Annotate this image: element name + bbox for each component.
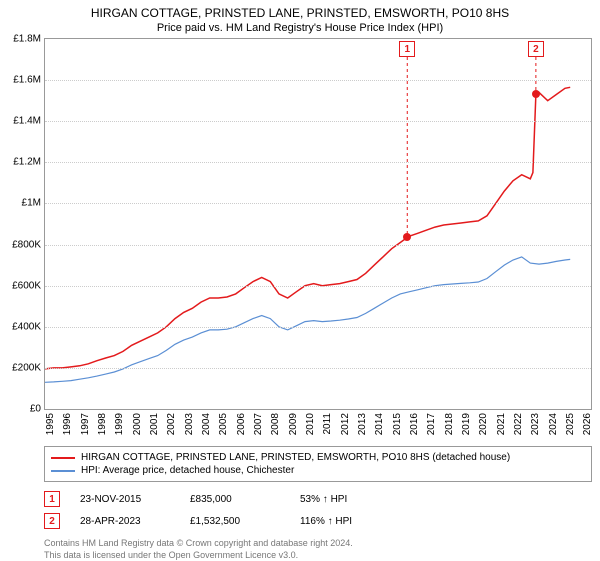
x-tick-label: 2021 [496, 413, 507, 435]
legend-row: HPI: Average price, detached house, Chic… [51, 464, 585, 477]
annotation-date: 28-APR-2023 [80, 516, 170, 527]
y-tick-label: £1.2M [1, 157, 41, 168]
annotation-hpi: 53% ↑ HPI [300, 494, 390, 505]
x-tick-label: 2007 [253, 413, 264, 435]
gridline [45, 286, 591, 287]
sale-marker-dot [532, 90, 540, 98]
sale-annotations: 1 23-NOV-2015 £835,000 53% ↑ HPI 2 28-APR-202… [44, 488, 592, 532]
x-tick-label: 2009 [288, 413, 299, 435]
x-tick-label: 2008 [270, 413, 281, 435]
legend-label: HIRGAN COTTAGE, PRINSTED LANE, PRINSTED,… [81, 452, 510, 463]
y-tick-label: £800K [1, 239, 41, 250]
x-tick-label: 2018 [444, 413, 455, 435]
x-tick-label: 1996 [62, 413, 73, 435]
annotation-row: 1 23-NOV-2015 £835,000 53% ↑ HPI [44, 488, 592, 510]
x-tick-label: 2014 [374, 413, 385, 435]
y-tick-label: £1.6M [1, 75, 41, 86]
gridline [45, 203, 591, 204]
annotation-date: 23-NOV-2015 [80, 494, 170, 505]
x-tick-label: 2001 [149, 413, 160, 435]
legend-row: HIRGAN COTTAGE, PRINSTED LANE, PRINSTED,… [51, 451, 585, 464]
x-tick-label: 2026 [582, 413, 593, 435]
footer: Contains HM Land Registry data © Crown c… [44, 538, 592, 561]
page-title: HIRGAN COTTAGE, PRINSTED LANE, PRINSTED,… [0, 0, 600, 20]
chart-svg [45, 39, 591, 409]
footer-line-1: Contains HM Land Registry data © Crown c… [44, 538, 592, 550]
x-tick-label: 2025 [565, 413, 576, 435]
x-tick-label: 2017 [426, 413, 437, 435]
legend-label: HPI: Average price, detached house, Chic… [81, 465, 294, 476]
annotation-number-box: 2 [44, 513, 60, 529]
annotation-hpi: 116% ↑ HPI [300, 516, 390, 527]
x-tick-label: 2010 [305, 413, 316, 435]
x-tick-label: 2016 [409, 413, 420, 435]
sale-marker-box: 2 [528, 41, 544, 57]
y-tick-label: £1.4M [1, 116, 41, 127]
x-tick-label: 2022 [513, 413, 524, 435]
y-tick-label: £600K [1, 280, 41, 291]
y-tick-label: £400K [1, 321, 41, 332]
x-tick-label: 2004 [201, 413, 212, 435]
x-tick-label: 2011 [322, 413, 333, 435]
x-tick-label: 2005 [218, 413, 229, 435]
x-tick-label: 2000 [132, 413, 143, 435]
x-tick-label: 2006 [236, 413, 247, 435]
y-tick-label: £0 [1, 404, 41, 415]
gridline [45, 80, 591, 81]
legend-swatch [51, 470, 75, 472]
gridline [45, 162, 591, 163]
x-tick-label: 1997 [80, 413, 91, 435]
price-chart: £0£200K£400K£600K£800K£1M£1.2M£1.4M£1.6M… [44, 38, 592, 410]
x-tick-label: 2002 [166, 413, 177, 435]
x-tick-label: 2023 [530, 413, 541, 435]
x-tick-label: 2015 [392, 413, 403, 435]
x-tick-label: 2019 [461, 413, 472, 435]
y-tick-label: £1M [1, 198, 41, 209]
y-tick-label: £1.8M [1, 34, 41, 45]
x-tick-label: 2024 [548, 413, 559, 435]
sale-marker-box: 1 [399, 41, 415, 57]
annotation-price: £835,000 [190, 494, 280, 505]
x-tick-label: 2012 [340, 413, 351, 435]
gridline [45, 121, 591, 122]
x-tick-label: 2013 [357, 413, 368, 435]
gridline [45, 245, 591, 246]
x-tick-label: 2003 [184, 413, 195, 435]
x-tick-label: 1998 [97, 413, 108, 435]
legend-swatch [51, 457, 75, 459]
legend: HIRGAN COTTAGE, PRINSTED LANE, PRINSTED,… [44, 446, 592, 482]
sale-marker-dot [403, 233, 411, 241]
page-subtitle: Price paid vs. HM Land Registry's House … [0, 20, 600, 38]
x-tick-label: 1999 [114, 413, 125, 435]
gridline [45, 368, 591, 369]
x-tick-label: 2020 [478, 413, 489, 435]
footer-line-2: This data is licensed under the Open Gov… [44, 550, 592, 561]
x-tick-label: 1995 [45, 413, 56, 435]
annotation-price: £1,532,500 [190, 516, 280, 527]
gridline [45, 327, 591, 328]
series-hpi [45, 257, 570, 382]
annotation-row: 2 28-APR-2023 £1,532,500 116% ↑ HPI [44, 510, 592, 532]
y-tick-label: £200K [1, 362, 41, 373]
annotation-number-box: 1 [44, 491, 60, 507]
